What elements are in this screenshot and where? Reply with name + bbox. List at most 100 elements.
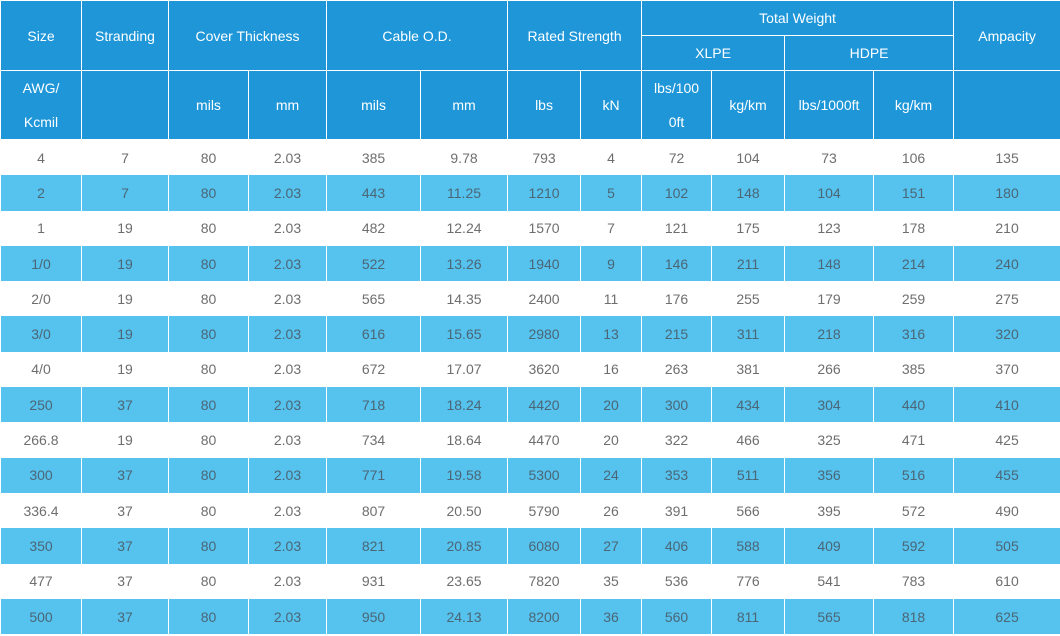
cell-stranding: 37	[81, 563, 169, 599]
cell-strength-lbs: 4420	[507, 387, 582, 423]
cell-ampacity: 320	[953, 316, 1060, 352]
cell-od-mm: 23.65	[420, 563, 509, 599]
cell-xlpe-lbs: 300	[641, 387, 713, 423]
unit-cover-mils: mils	[168, 70, 249, 140]
cell-hdpe-kg: 572	[873, 492, 955, 529]
cell-xlpe-lbs: 263	[641, 351, 713, 388]
cell-hdpe-lbs: 104	[784, 175, 875, 211]
cell-ampacity: 180	[953, 175, 1060, 211]
cell-stranding: 37	[81, 528, 169, 564]
cell-stranding: 7	[81, 175, 169, 211]
cell-cover-mils: 80	[168, 528, 249, 564]
cell-cover-mm: 2.03	[247, 351, 328, 388]
cell-od-mils: 443	[326, 175, 422, 211]
cell-hdpe-kg: 471	[873, 422, 955, 458]
cell-xlpe-kg: 175	[711, 210, 786, 246]
cell-hdpe-lbs: 266	[784, 351, 875, 388]
cell-od-mils: 565	[326, 281, 422, 317]
cell-ampacity: 370	[953, 351, 1060, 388]
unit-stranding	[81, 70, 169, 140]
cell-od-mils: 522	[326, 245, 422, 282]
cell-strength-lbs: 7820	[507, 563, 582, 599]
table-row: 500 37 80 2.03 950 24.13 8200 36 560 811 565 818 625	[0, 598, 1060, 635]
cell-ampacity: 210	[953, 210, 1060, 246]
cell-strength-kn: 24	[580, 457, 643, 493]
cell-ampacity: 455	[953, 457, 1060, 493]
cell-strength-lbs: 1210	[507, 175, 582, 211]
cell-hdpe-lbs: 409	[784, 528, 875, 564]
cell-od-mm: 18.24	[420, 387, 509, 423]
cell-xlpe-kg: 566	[711, 492, 786, 529]
cell-cover-mils: 80	[168, 281, 249, 317]
cell-strength-lbs: 1940	[507, 245, 582, 282]
cell-cover-mm: 2.03	[247, 245, 328, 282]
cell-strength-lbs: 1570	[507, 210, 582, 246]
unit-size: AWG/ Kcmil	[0, 70, 82, 140]
cell-size: 1/0	[0, 245, 82, 282]
cell-cover-mils: 80	[168, 457, 249, 493]
cell-cover-mils: 80	[168, 210, 249, 246]
cell-stranding: 19	[81, 422, 169, 458]
table-row: 2/0 19 80 2.03 565 14.35 2400 11 176 255 179 259 275	[0, 281, 1060, 317]
cell-xlpe-lbs: 176	[641, 281, 713, 317]
cell-size: 4	[0, 139, 82, 176]
cell-hdpe-lbs: 356	[784, 457, 875, 493]
cell-strength-lbs: 5790	[507, 492, 582, 529]
cell-size: 336.4	[0, 492, 82, 529]
cell-ampacity: 240	[953, 245, 1060, 282]
cell-strength-kn: 4	[580, 139, 643, 176]
cell-hdpe-kg: 592	[873, 528, 955, 564]
table-row: 250 37 80 2.03 718 18.24 4420 20 300 434 304 440 410	[0, 387, 1060, 423]
cell-od-mils: 931	[326, 563, 422, 599]
cell-cover-mm: 2.03	[247, 387, 328, 423]
cell-xlpe-lbs: 353	[641, 457, 713, 493]
table-row: 3/0 19 80 2.03 616 15.65 2980 13 215 311 218 316 320	[0, 316, 1060, 352]
cell-hdpe-kg: 385	[873, 351, 955, 388]
cell-strength-lbs: 8200	[507, 598, 582, 635]
cell-stranding: 7	[81, 139, 169, 176]
cell-od-mils: 771	[326, 457, 422, 493]
cell-od-mm: 14.35	[420, 281, 509, 317]
cell-cover-mm: 2.03	[247, 563, 328, 599]
unit-od-mils: mils	[326, 70, 422, 140]
cell-ampacity: 490	[953, 492, 1060, 529]
header-stranding: Stranding	[81, 0, 169, 71]
cell-hdpe-kg: 151	[873, 175, 955, 211]
cell-stranding: 19	[81, 210, 169, 246]
unit-hdpe-kg: kg/km	[873, 70, 955, 140]
cell-cover-mm: 2.03	[247, 457, 328, 493]
cell-size: 266.8	[0, 422, 82, 458]
cell-ampacity: 425	[953, 422, 1060, 458]
table-row: 1 19 80 2.03 482 12.24 1570 7 121 175 123 178 210	[0, 210, 1060, 246]
cell-xlpe-kg: 104	[711, 139, 786, 176]
cell-od-mils: 734	[326, 422, 422, 458]
cell-strength-kn: 26	[580, 492, 643, 529]
cell-size: 2/0	[0, 281, 82, 317]
cell-xlpe-lbs: 560	[641, 598, 713, 635]
cell-hdpe-kg: 214	[873, 245, 955, 282]
cell-od-mils: 807	[326, 492, 422, 529]
cell-od-mils: 385	[326, 139, 422, 176]
cell-cover-mils: 80	[168, 563, 249, 599]
cell-xlpe-kg: 434	[711, 387, 786, 423]
table-row: 266.8 19 80 2.03 734 18.64 4470 20 322 466 325 471 4…	[0, 422, 1060, 458]
cell-hdpe-lbs: 123	[784, 210, 875, 246]
header-xlpe: XLPE	[641, 35, 786, 71]
cell-strength-kn: 11	[580, 281, 643, 317]
cell-size: 4/0	[0, 351, 82, 388]
table-row: 336.4 37 80 2.03 807 20.50 5790 26 391 566 395 572 4…	[0, 492, 1060, 529]
cell-cover-mm: 2.03	[247, 528, 328, 564]
cell-od-mils: 950	[326, 598, 422, 635]
cell-xlpe-kg: 311	[711, 316, 786, 352]
cell-cover-mm: 2.03	[247, 422, 328, 458]
unit-strength-kn: kN	[580, 70, 643, 140]
header-cover-thickness: Cover Thickness	[167, 0, 328, 71]
cell-cover-mils: 80	[168, 245, 249, 282]
unit-od-mm: mm	[420, 70, 509, 140]
cell-hdpe-kg: 516	[873, 457, 955, 493]
cell-strength-kn: 9	[580, 245, 643, 282]
table-row: 350 37 80 2.03 821 20.85 6080 27 406 588 409 592 505	[0, 528, 1060, 564]
cell-hdpe-lbs: 179	[784, 281, 875, 317]
cell-stranding: 19	[81, 351, 169, 388]
cell-od-mm: 20.50	[420, 492, 509, 529]
